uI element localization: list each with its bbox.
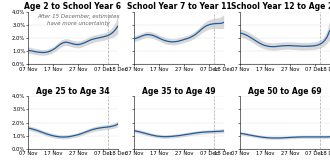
Text: After 15 December, estimates
have more uncertainty: After 15 December, estimates have more u… [37,14,119,26]
Title: Age 50 to Age 69: Age 50 to Age 69 [248,87,322,96]
Title: Age 35 to Age 49: Age 35 to Age 49 [142,87,216,96]
Title: Age 25 to Age 34: Age 25 to Age 34 [36,87,110,96]
Title: School Year 7 to Year 11: School Year 7 to Year 11 [126,2,231,11]
Title: Age 2 to School Year 6: Age 2 to School Year 6 [24,2,121,11]
Title: School Year 12 to Age 24: School Year 12 to Age 24 [231,2,330,11]
